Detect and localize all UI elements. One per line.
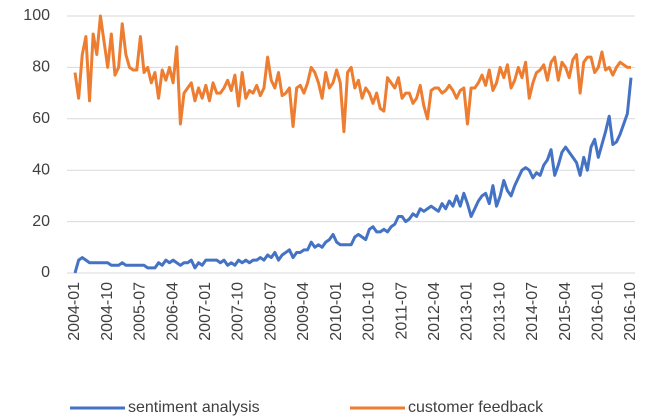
y-tick-label: 80 [32,59,50,76]
y-tick-label: 0 [41,264,50,281]
series-line [73,77,633,274]
x-tick-label: 2010-01 [328,282,345,341]
x-tick-label: 2010-10 [361,282,378,341]
x-tick-label: 2006-04 [164,282,181,341]
legend-label: customer feedback [408,399,544,416]
series-line [73,14,631,134]
x-tick-label: 2011-07 [393,282,410,340]
x-tick-label: 2012-04 [426,282,443,341]
x-tick-label: 2007-01 [197,282,214,341]
x-tick-label: 2013-01 [459,282,476,341]
x-tick-label: 2004-01 [66,282,83,341]
x-tick-label: 2016-01 [590,282,607,341]
y-tick-label: 20 [32,213,50,230]
x-tick-label: 2008-07 [262,282,279,341]
y-tick-label: 100 [23,7,50,24]
x-tick-label: 2005-07 [132,282,149,341]
y-tick-label: 60 [32,110,50,127]
x-tick-label: 2009-04 [295,282,312,341]
x-tick-label: 2015-04 [557,282,574,341]
x-tick-label: 2004-10 [99,282,116,341]
legend-label: sentiment analysis [128,399,260,416]
x-tick-label: 2013-10 [491,282,508,341]
y-tick-label: 40 [32,161,50,178]
x-tick-label: 2016-10 [622,282,639,341]
x-tick-label: 2007-10 [230,282,247,341]
x-tick-label: 2014-07 [524,282,541,341]
